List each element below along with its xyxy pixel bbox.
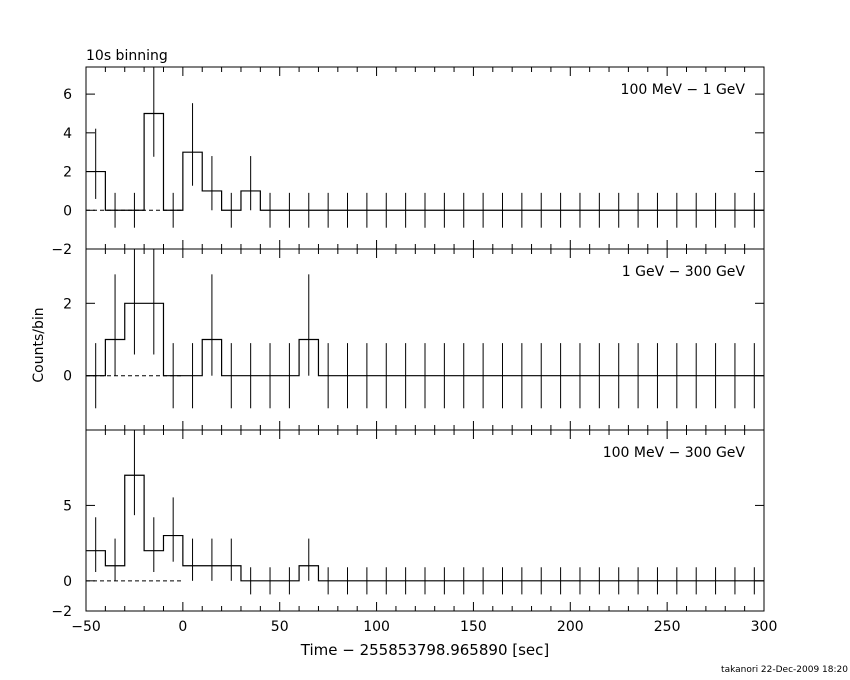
y-tick-label: 5 xyxy=(63,498,72,514)
x-tick-label: 300 xyxy=(751,619,778,635)
y-tick-label: 4 xyxy=(63,126,72,142)
y-tick-label: −2 xyxy=(51,604,72,620)
x-tick-label: 250 xyxy=(654,619,681,635)
y-tick-label: 2 xyxy=(63,296,72,312)
x-axis-label: Time − 255853798.965890 [sec] xyxy=(300,641,550,659)
x-tick-label: 50 xyxy=(271,619,289,635)
binning-label: 10s binning xyxy=(86,48,168,64)
x-tick-label: −50 xyxy=(71,619,101,635)
x-tick-label: 100 xyxy=(363,619,390,635)
panel-3: −2 0 5 −50 0 50 100 150 200 250 300 100 MeV − 300 G… xyxy=(51,429,778,635)
panel-title: 1 GeV − 300 GeV xyxy=(622,264,746,280)
x-tick-label: 0 xyxy=(178,619,187,635)
panel-title: 100 MeV − 300 GeV xyxy=(603,445,746,461)
panel-frame xyxy=(85,429,765,612)
y-tick-label: −2 xyxy=(51,242,72,258)
panel-2: 0 2 1 GeV − 300 GeV xyxy=(63,248,765,431)
histogram-steps xyxy=(86,474,764,582)
panel-1: −2 0 2 4 6 100 MeV − 1 GeV xyxy=(51,66,765,258)
y-tick-label: 0 xyxy=(63,203,72,219)
y-tick-label: 0 xyxy=(63,574,72,590)
y-tick-label: 2 xyxy=(63,165,72,181)
histogram-steps xyxy=(86,302,764,377)
y-tick-label: 0 xyxy=(63,369,72,385)
x-tick-label: 150 xyxy=(460,619,487,635)
footer-credit: takanori 22-Dec-2009 18:20 xyxy=(721,665,848,675)
panel-title: 100 MeV − 1 GeV xyxy=(621,82,746,98)
y-axis-label: Counts/bin xyxy=(31,307,47,382)
y-tick-label: 6 xyxy=(63,87,72,103)
x-tick-label: 200 xyxy=(557,619,584,635)
